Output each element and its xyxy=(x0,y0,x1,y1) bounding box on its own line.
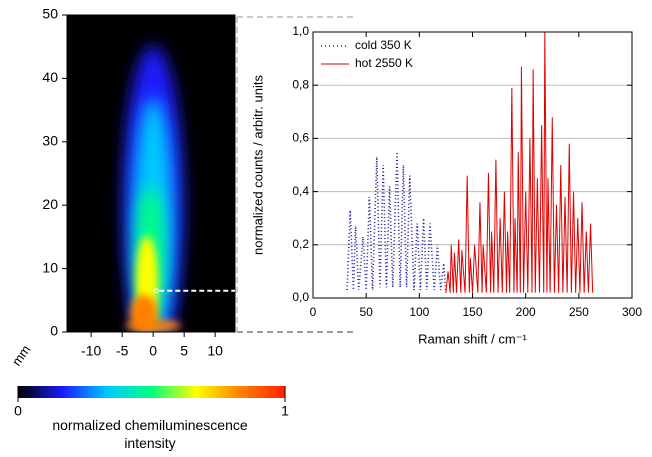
colorbar-tick-label: 0 xyxy=(14,403,22,419)
y-tick-label: 20 xyxy=(42,196,58,212)
y-tick-label: 30 xyxy=(42,133,58,149)
x-tick-label: 50 xyxy=(359,305,373,319)
x-tick-label: 0 xyxy=(149,343,157,359)
x-tick-label: 100 xyxy=(409,305,429,319)
y-tick-label: 10 xyxy=(42,259,58,275)
plot-frame xyxy=(66,14,236,333)
y-tick-label: 0 xyxy=(50,323,58,339)
colorbar xyxy=(18,386,285,398)
x-tick-label: 5 xyxy=(180,343,188,359)
flame-image xyxy=(67,15,235,332)
flame-base xyxy=(125,319,182,332)
x-tick-label: 300 xyxy=(622,305,642,319)
y-tick-label: 0,0 xyxy=(292,290,309,304)
x-tick-label: -10 xyxy=(81,343,101,359)
plot-frame xyxy=(312,31,633,299)
y-tick-label: 0,8 xyxy=(292,77,309,91)
series-line xyxy=(445,31,594,293)
x-tick-label: 150 xyxy=(462,305,482,319)
colorbar-tick-label: 1 xyxy=(281,403,289,419)
y-tick-label: 0,4 xyxy=(292,184,309,198)
x-tick-label: 10 xyxy=(207,343,223,359)
probe-point xyxy=(153,288,159,294)
x-axis-label: Raman shift / cm⁻¹ xyxy=(418,331,527,346)
x-tick-label: 250 xyxy=(569,305,589,319)
y-tick-label: 40 xyxy=(42,69,58,85)
series-line xyxy=(346,151,447,293)
x-tick-label: 200 xyxy=(516,305,536,319)
colorbar-label: normalized chemiluminescence intensity xyxy=(52,417,248,451)
y-tick-label: 0,2 xyxy=(292,237,309,251)
x-tick-label: -5 xyxy=(116,343,129,359)
y-axis-label: mm xyxy=(9,342,34,368)
legend-label: cold 350 K xyxy=(355,38,412,52)
y-tick-label: 50 xyxy=(42,6,58,22)
y-axis-label: normalized counts / arbitr. units xyxy=(250,75,265,255)
legend-label: hot 2550 K xyxy=(355,56,413,70)
y-tick-label: 1,0 xyxy=(292,24,309,38)
x-tick-label: 0 xyxy=(310,305,317,319)
y-tick-label: 0,6 xyxy=(292,131,309,145)
